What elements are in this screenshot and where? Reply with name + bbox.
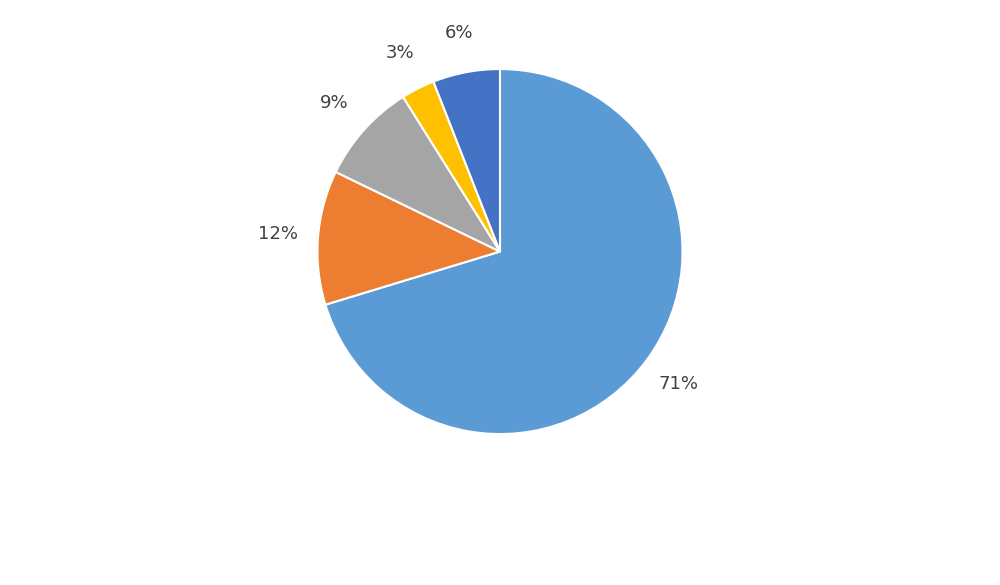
Wedge shape bbox=[317, 172, 500, 305]
Wedge shape bbox=[336, 97, 500, 252]
Wedge shape bbox=[403, 81, 500, 252]
Text: 12%: 12% bbox=[258, 225, 298, 243]
Wedge shape bbox=[325, 69, 683, 434]
Text: 6%: 6% bbox=[444, 24, 473, 42]
Text: 71%: 71% bbox=[659, 375, 699, 393]
Text: 9%: 9% bbox=[320, 94, 349, 112]
Text: 3%: 3% bbox=[386, 44, 414, 61]
Wedge shape bbox=[433, 69, 500, 252]
